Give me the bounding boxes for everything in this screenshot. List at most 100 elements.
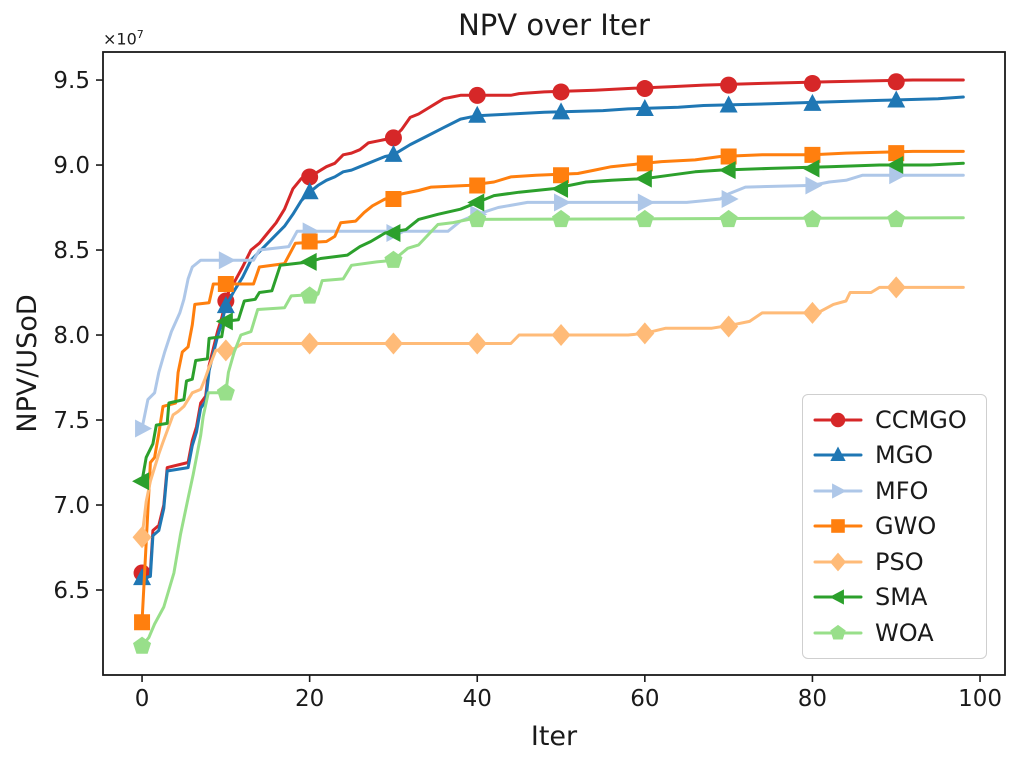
legend-item: SMA	[812, 580, 977, 616]
series-marker	[467, 193, 485, 212]
series-marker	[552, 102, 571, 120]
series-marker	[889, 166, 907, 185]
y-axis-label: NPV/USoD	[12, 294, 43, 432]
series-marker	[468, 105, 487, 123]
series-marker	[135, 419, 153, 438]
series-marker	[888, 145, 905, 162]
y-tick-label: 8.5	[53, 238, 90, 264]
x-tick-label: 40	[463, 686, 492, 712]
series-marker	[634, 169, 652, 188]
y-axis-offset-label: ×107	[103, 28, 144, 48]
x-tick-label: 100	[958, 686, 1002, 712]
series-marker	[300, 286, 319, 304]
legend-item: WOA	[812, 615, 977, 651]
series-marker	[383, 332, 403, 355]
legend-item-label: MGO	[875, 441, 934, 470]
series-marker	[132, 526, 152, 549]
series-marker	[552, 209, 571, 228]
legend-marker-icon	[813, 412, 863, 427]
series-marker	[829, 589, 844, 605]
series-marker	[635, 322, 655, 345]
series-marker	[468, 86, 486, 104]
series-marker	[300, 332, 320, 355]
legend-item-label: CCMGO	[875, 405, 967, 434]
series-marker	[552, 83, 570, 101]
series-line-pso	[140, 285, 965, 539]
series-marker	[719, 95, 738, 113]
legend-marker-icon	[813, 589, 863, 605]
series-marker	[384, 144, 403, 162]
legend-item-label: WOA	[875, 618, 934, 647]
y-tick-label: 8.0	[53, 323, 90, 349]
y-tick-label: 6.5	[53, 578, 90, 604]
offset-base: ×10	[103, 29, 137, 49]
series-marker	[467, 332, 487, 355]
legend-marker-icon	[813, 624, 863, 640]
y-tick-label: 7.0	[53, 493, 90, 519]
series-marker	[216, 383, 235, 401]
series-line-sma	[140, 161, 965, 483]
x-tick-label: 20	[295, 686, 324, 712]
series-marker	[719, 315, 739, 338]
series-marker	[551, 179, 569, 198]
chart-title: NPV over Iter	[458, 8, 650, 42]
series-marker	[218, 251, 236, 270]
offset-exponent: 7	[136, 28, 144, 41]
series-marker	[802, 301, 822, 324]
series-marker	[469, 177, 486, 194]
series-marker	[217, 276, 234, 293]
series-marker	[832, 483, 847, 499]
series-marker	[803, 209, 822, 228]
series-marker	[721, 190, 739, 209]
x-axis-label: Iter	[531, 721, 578, 752]
y-tick-label: 9.5	[53, 68, 90, 94]
series-marker	[804, 146, 821, 163]
series-marker	[554, 193, 572, 212]
series-marker	[468, 209, 487, 228]
series-marker	[216, 339, 236, 362]
x-tick-label: 60	[630, 686, 659, 712]
y-tick-label: 9.0	[53, 153, 90, 179]
series-marker	[719, 209, 738, 228]
x-tick-label: 0	[135, 686, 150, 712]
legend-marker-icon	[813, 519, 863, 534]
series-marker	[301, 168, 319, 186]
series-marker	[553, 167, 570, 184]
series-marker	[803, 74, 821, 92]
series-line-woa	[140, 216, 965, 648]
series-marker	[720, 76, 738, 94]
series-marker	[829, 552, 847, 572]
series-marker	[384, 250, 403, 268]
legend-marker-icon	[813, 552, 863, 572]
series-marker	[133, 636, 152, 654]
series-marker	[383, 224, 401, 243]
series-marker	[300, 182, 319, 200]
series-marker	[215, 312, 233, 331]
series-marker	[805, 176, 823, 195]
series-marker	[830, 624, 846, 640]
series-marker	[133, 568, 152, 586]
legend-item: GWO	[812, 509, 977, 545]
legend-item-label: GWO	[875, 512, 937, 541]
legend: CCMGO MGO MFO GWO PSO SMA WOA	[802, 394, 987, 659]
series-marker	[887, 73, 905, 91]
series-marker	[718, 161, 736, 180]
series-marker	[830, 446, 846, 462]
series-marker	[301, 233, 318, 250]
series-marker	[887, 209, 906, 228]
series-marker	[299, 252, 317, 271]
legend-item: PSO	[812, 544, 977, 580]
series-marker	[134, 614, 151, 631]
legend-item: MFO	[812, 473, 977, 509]
series-line-mgo	[140, 95, 965, 580]
legend-item-label: MFO	[875, 476, 929, 505]
legend-marker-icon	[813, 483, 863, 499]
series-marker	[385, 191, 402, 208]
series-marker	[551, 324, 571, 347]
series-marker	[635, 98, 654, 116]
series-line-mfo	[140, 173, 965, 430]
series-marker	[887, 90, 906, 108]
series-line-gwo	[140, 149, 965, 624]
